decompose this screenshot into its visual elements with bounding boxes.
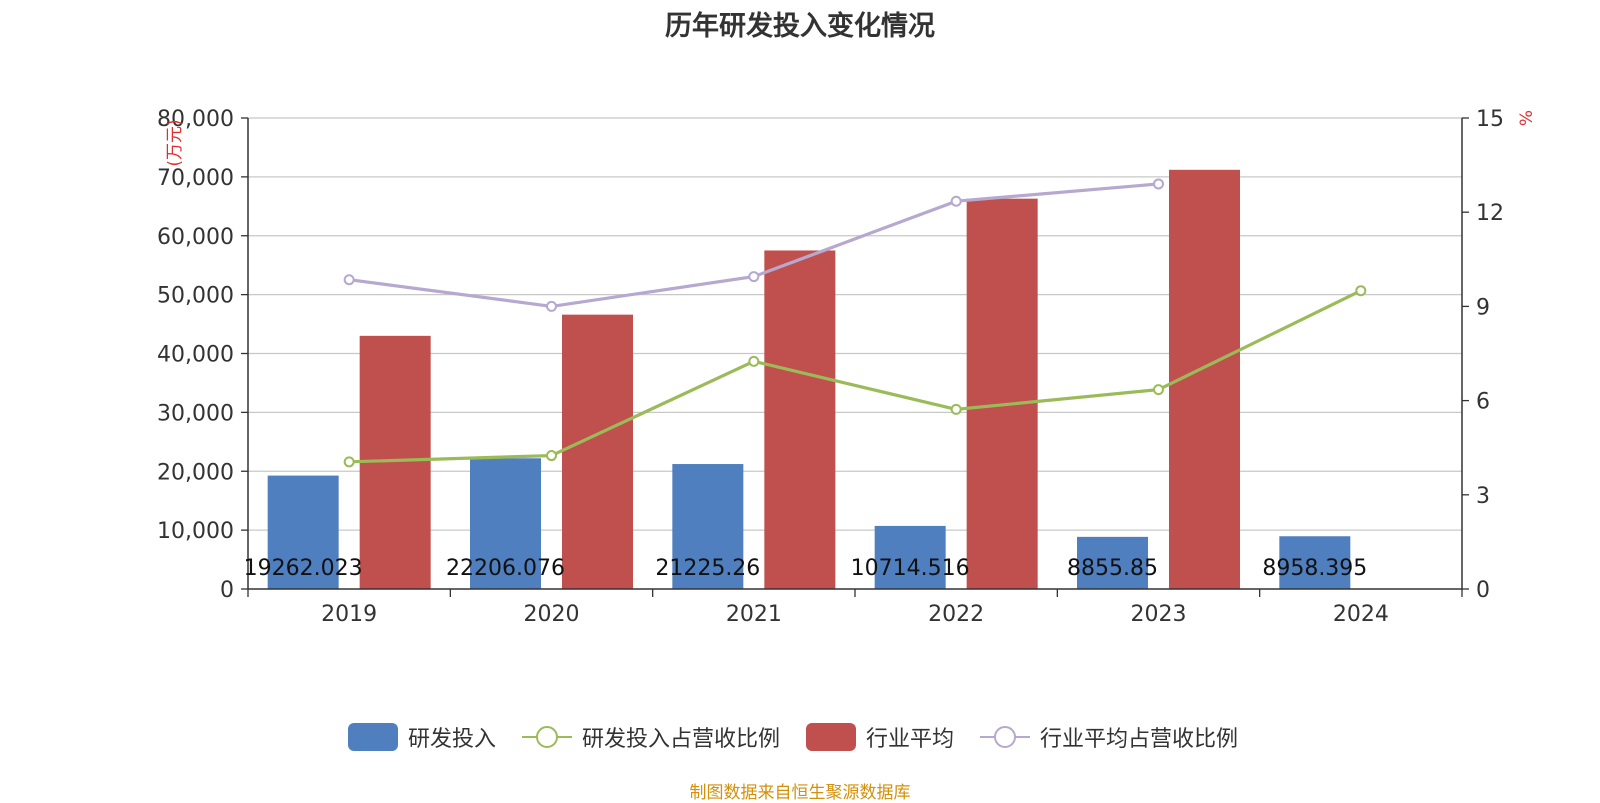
data-labels: 19262.023 22206.076 21225.26 10714.516 8855.… <box>244 556 1368 581</box>
bar-industry <box>764 250 836 589</box>
y-left-tick-label: 60,000 <box>157 225 234 250</box>
legend-label-industry: 行业平均 <box>866 727 955 752</box>
y-left-tick-label: 20,000 <box>157 460 234 485</box>
y-left-tick-label: 0 <box>220 578 234 603</box>
legend-swatch-industry-ratio <box>980 723 1031 751</box>
y-right-axis-unit: % <box>1517 110 1537 126</box>
legend-swatch-industry <box>806 723 856 751</box>
line-rd-ratio-point <box>1355 285 1367 297</box>
data-label-rd: 19262.023 <box>244 556 363 581</box>
legend-item-rd-ratio[interactable]: 研发投入占营收比例 <box>521 721 780 753</box>
line-industry-ratio-point <box>343 274 355 286</box>
line-rd-ratio-point <box>748 355 760 367</box>
line-rd-ratio <box>349 289 1362 464</box>
bar-rd <box>672 464 744 589</box>
y-right-tick-label: 6 <box>1476 390 1490 415</box>
bar-rd <box>874 525 946 589</box>
line-rd-ratio-point <box>950 403 962 415</box>
y-left-tick-label: 30,000 <box>157 401 234 426</box>
bar-industry <box>562 314 633 589</box>
grid-lines <box>248 117 1462 531</box>
x-tick-label: 2024 <box>1333 602 1389 627</box>
bar-series <box>267 169 1351 589</box>
y-left-tick-label: 10,000 <box>157 519 234 544</box>
bar-rd <box>470 458 541 589</box>
x-tick-label: 2022 <box>928 602 984 627</box>
y-right-tick-label: 15 <box>1476 107 1504 132</box>
y-left-tick-label: 40,000 <box>157 343 234 368</box>
x-tick-label: 2021 <box>726 602 782 627</box>
data-label-rd: 22206.076 <box>446 556 565 581</box>
x-tick-label: 2023 <box>1131 602 1187 627</box>
y-right-tick-label: 0 <box>1476 578 1490 603</box>
line-industry-ratio-point <box>748 271 760 283</box>
data-label-rd: 8958.395 <box>1262 556 1367 581</box>
bar-industry <box>966 198 1038 589</box>
chart-title: 历年研发投入变化情况 <box>665 11 935 42</box>
y-left-tick-label: 70,000 <box>157 166 234 191</box>
data-source-note: 制图数据来自恒生聚源数据库 <box>689 783 911 803</box>
line-industry-ratio-point <box>546 300 557 312</box>
bar-rd <box>1279 536 1351 589</box>
x-tick-label: 2019 <box>321 602 377 627</box>
line-rd-ratio-point <box>546 450 557 462</box>
legend-item-industry-ratio[interactable]: 行业平均占营收比例 <box>980 721 1238 753</box>
line-series <box>343 178 1367 468</box>
y-left-tick-label: 80,000 <box>157 107 234 132</box>
y-left-axis-unit: (万元) <box>165 119 185 166</box>
data-label-rd: 8855.85 <box>1067 556 1158 581</box>
data-label-rd: 10714.516 <box>851 556 970 581</box>
y-right-tick-label: 9 <box>1476 295 1490 320</box>
line-rd-ratio-point <box>1153 384 1164 396</box>
y-right-tick-label: 12 <box>1476 201 1504 226</box>
bar-rd <box>1077 536 1148 589</box>
legend-swatch-rd <box>347 723 398 751</box>
x-tick-label: 2020 <box>524 602 580 627</box>
line-industry-ratio-point <box>950 195 962 207</box>
legend: 研发投入 研发投入占营收比例 行业平均 行业平均占营收比例 <box>0 720 1600 754</box>
line-rd-ratio-point <box>343 456 355 468</box>
legend-swatch-rd-ratio <box>521 723 572 751</box>
legend-item-industry[interactable]: 行业平均 <box>806 721 954 753</box>
axes: 0 10,000 20,000 30,000 40,000 50,000 60,000 70,… <box>157 107 1537 627</box>
legend-label-rd: 研发投入 <box>407 727 496 752</box>
legend-item-rd[interactable]: 研发投入 <box>347 721 496 753</box>
legend-label-industry-ratio: 行业平均占营收比例 <box>1040 727 1239 752</box>
data-label-rd: 21225.26 <box>655 556 760 581</box>
bar-rd <box>267 475 339 589</box>
line-industry-ratio-point <box>1153 178 1164 190</box>
y-left-tick-label: 50,000 <box>157 284 234 309</box>
legend-label-rd-ratio: 研发投入占营收比例 <box>581 727 780 752</box>
y-right-tick-label: 3 <box>1476 484 1490 509</box>
